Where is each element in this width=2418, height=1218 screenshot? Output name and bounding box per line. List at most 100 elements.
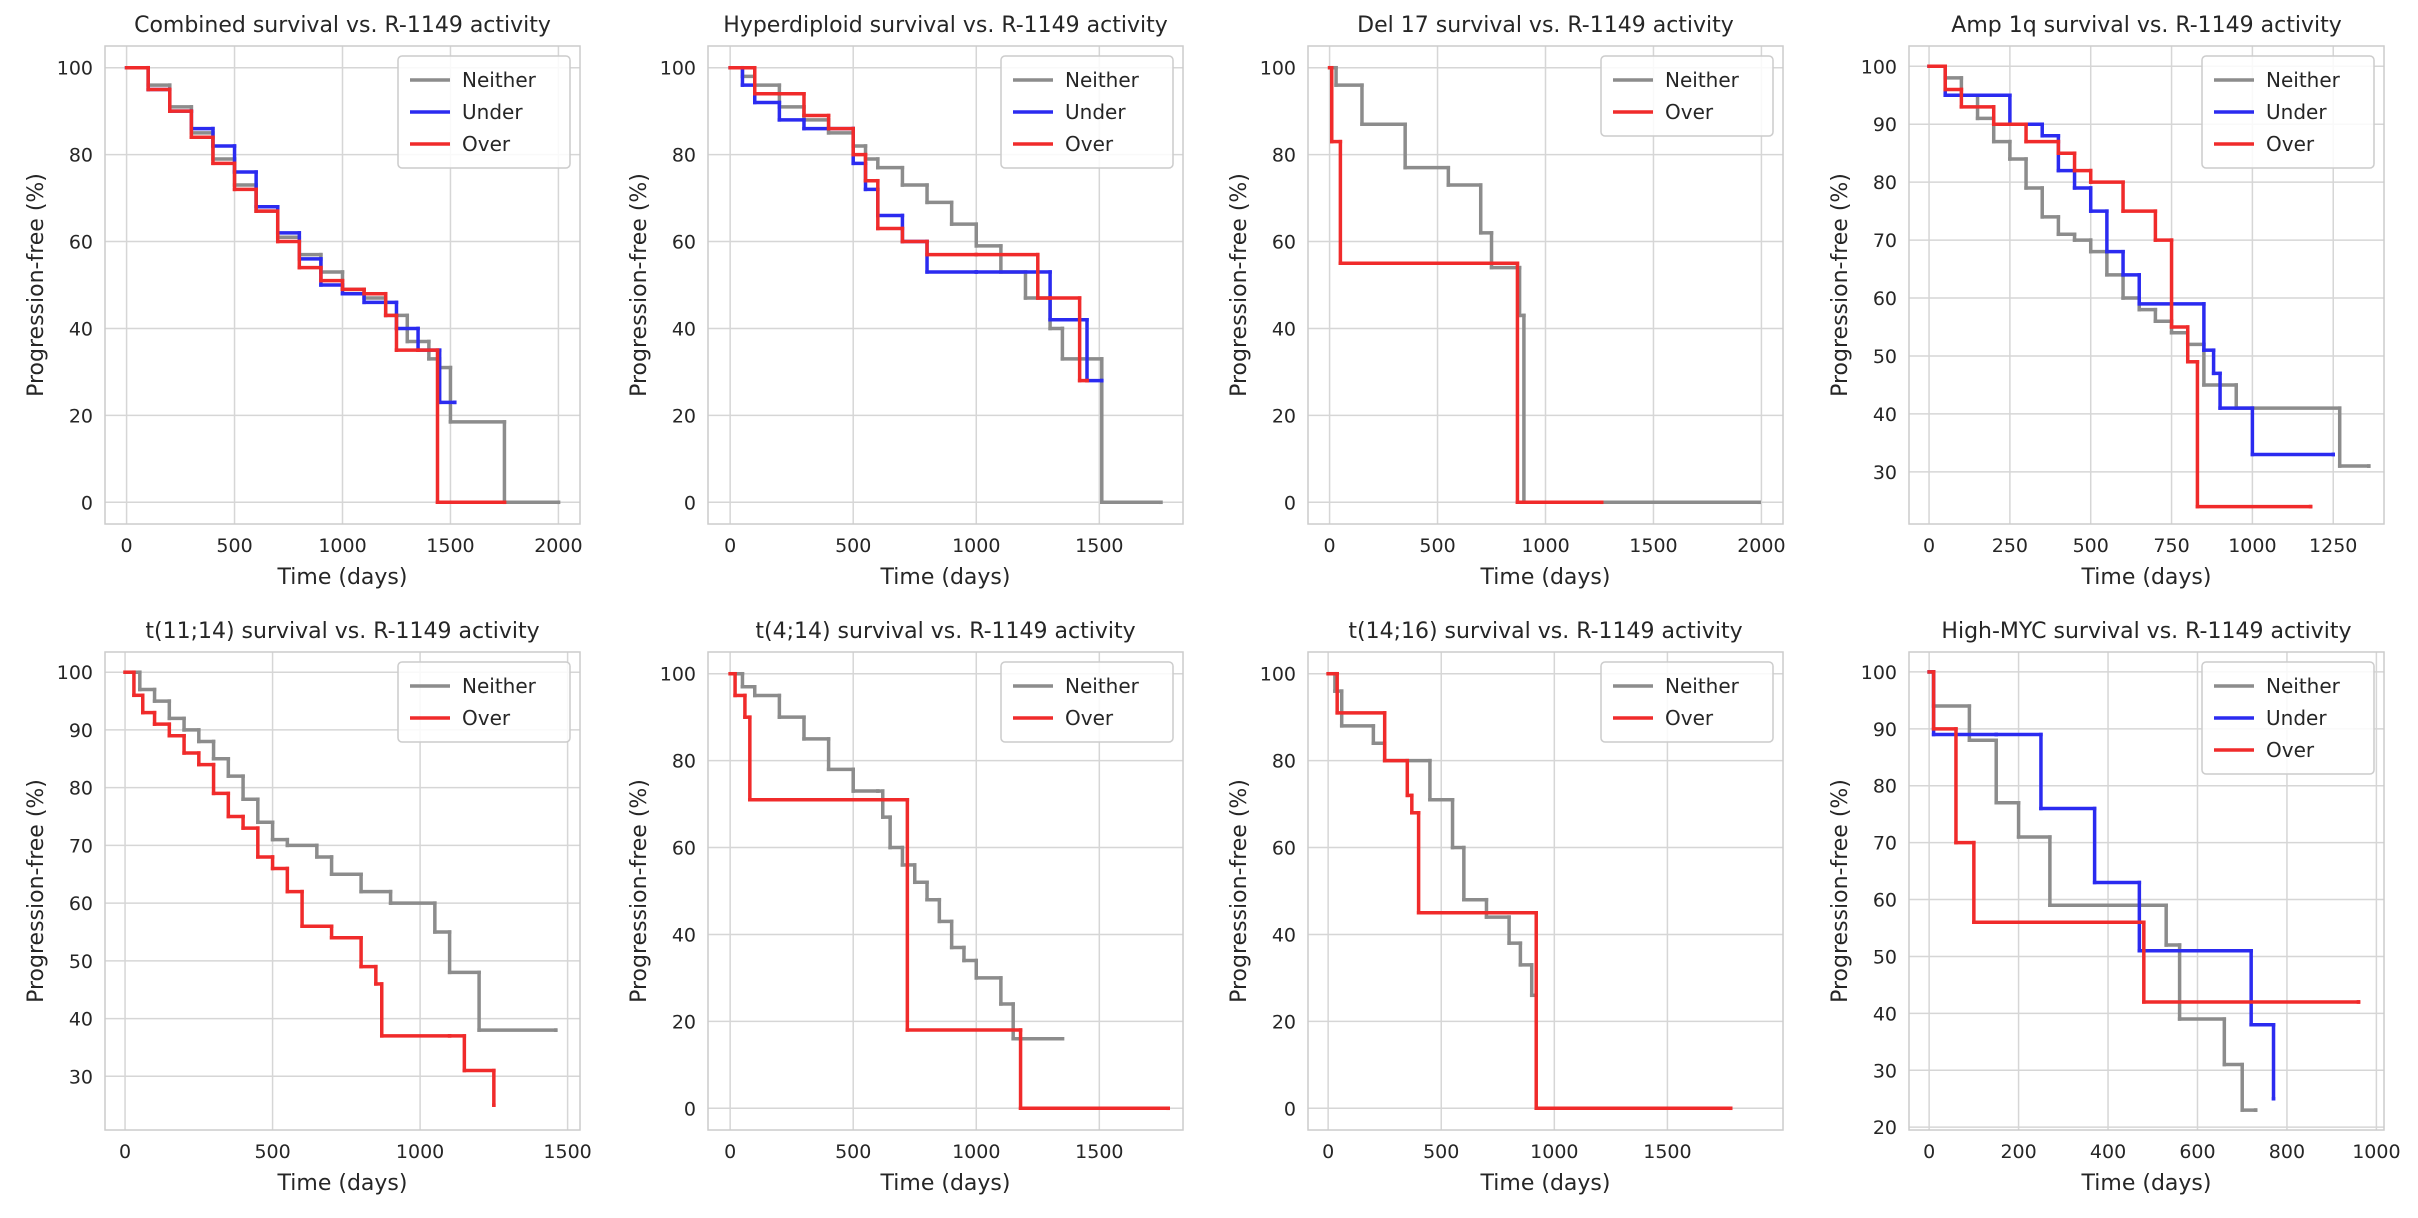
- legend-label: Neither: [462, 674, 537, 698]
- y-tick-label: 60: [69, 893, 93, 915]
- x-tick-label: 1500: [543, 1141, 591, 1163]
- y-tick-label: 60: [1272, 232, 1296, 254]
- y-tick-label: 60: [1873, 288, 1897, 310]
- x-tick-label: 500: [254, 1141, 290, 1163]
- y-tick-label: 40: [1873, 1003, 1897, 1025]
- legend-label: Neither: [1665, 674, 1740, 698]
- y-axis-label: Progression-free (%): [24, 173, 49, 397]
- y-tick-label: 100: [1861, 662, 1897, 684]
- y-tick-label: 100: [1260, 664, 1296, 686]
- y-tick-label: 100: [660, 664, 696, 686]
- chart-title: Hyperdiploid survival vs. R-1149 activit…: [723, 13, 1167, 38]
- panel: 0 500 1000 1500 0 20 40 60 80 100 Hyperdiploid sur…: [627, 13, 1184, 590]
- axes-frame: [1307, 651, 1784, 1131]
- series: [1927, 64, 2313, 509]
- axes-frame: [104, 651, 581, 1131]
- legend-box: [397, 55, 571, 169]
- x-tick-label: 0: [1923, 1141, 1935, 1163]
- legend-box: [1000, 55, 1174, 169]
- axes-frame: [1908, 651, 2385, 1131]
- y-tick-label: 50: [69, 951, 93, 973]
- x-tick-label: 500: [835, 535, 871, 557]
- x-tick-label: 500: [216, 535, 252, 557]
- panel: 0 500 1000 1500 2000 0 20 40 60 80 100 Combined sur…: [24, 13, 583, 590]
- y-tick-label: 20: [1272, 405, 1296, 427]
- axes-frame: [707, 45, 1184, 525]
- chart-title: Amp 1q survival vs. R-1149 activity: [1951, 13, 2341, 38]
- x-tick-label: 800: [2269, 1141, 2305, 1163]
- y-tick-label: 100: [660, 58, 696, 80]
- y-tick-label: 60: [672, 838, 696, 860]
- y-tick-label: 80: [1272, 145, 1296, 167]
- panel: 0 200 400 600 800 1000 20 30 40 50 60 70 80 90 100 High…: [1828, 619, 2401, 1196]
- y-tick-label: 60: [1272, 838, 1296, 860]
- axes-frame: [104, 45, 581, 525]
- x-tick-label: 1500: [1643, 1141, 1691, 1163]
- series: [1927, 670, 2361, 1004]
- y-tick-label: 90: [69, 720, 93, 742]
- x-tick-label: 1000: [952, 1141, 1000, 1163]
- x-tick-label: 500: [2073, 535, 2109, 557]
- y-tick-label: 60: [69, 232, 93, 254]
- x-axis-label: Time (days): [2081, 1171, 2212, 1196]
- x-axis-label: Time (days): [1480, 565, 1611, 590]
- x-tick-label: 1000: [318, 535, 366, 557]
- x-axis-label: Time (days): [880, 1171, 1011, 1196]
- y-axis-label: Progression-free (%): [1227, 173, 1252, 397]
- y-tick-label: 40: [69, 318, 93, 340]
- legend-label: Over: [462, 706, 511, 730]
- legend-label: Over: [1065, 706, 1114, 730]
- y-tick-label: 60: [1873, 890, 1897, 912]
- y-tick-label: 30: [1873, 462, 1897, 484]
- chart-title: t(14;16) survival vs. R-1149 activity: [1348, 619, 1742, 644]
- chart-title: Combined survival vs. R-1149 activity: [134, 13, 551, 38]
- x-tick-label: 1000: [396, 1141, 444, 1163]
- x-axis-label: Time (days): [277, 565, 408, 590]
- y-tick-label: 0: [1284, 1098, 1296, 1120]
- x-tick-label: 0: [1322, 1141, 1334, 1163]
- y-axis-label: Progression-free (%): [627, 779, 652, 1003]
- series: [1927, 64, 2335, 457]
- legend-label: Under: [2266, 100, 2327, 124]
- y-tick-label: 80: [672, 145, 696, 167]
- x-tick-label: 1000: [952, 535, 1000, 557]
- y-tick-label: 20: [1873, 1117, 1897, 1139]
- y-tick-label: 80: [1873, 776, 1897, 798]
- y-tick-label: 70: [1873, 230, 1897, 252]
- legend-label: Neither: [1065, 68, 1140, 92]
- y-tick-label: 80: [1272, 751, 1296, 773]
- y-tick-label: 50: [1873, 946, 1897, 968]
- x-tick-label: 0: [724, 535, 736, 557]
- y-tick-label: 70: [69, 835, 93, 857]
- axes-frame: [1908, 45, 2385, 525]
- x-tick-label: 1500: [426, 535, 474, 557]
- y-tick-label: 30: [1873, 1060, 1897, 1082]
- series: [123, 670, 558, 1032]
- chart-title: t(11;14) survival vs. R-1149 activity: [145, 619, 539, 644]
- legend-label: Neither: [462, 68, 537, 92]
- y-tick-label: 40: [1873, 404, 1897, 426]
- x-tick-label: 1000: [2352, 1141, 2400, 1163]
- y-tick-label: 0: [684, 1098, 696, 1120]
- y-tick-label: 40: [672, 318, 696, 340]
- x-tick-label: 1000: [1530, 1141, 1578, 1163]
- legend-box: [1600, 661, 1774, 743]
- x-tick-label: 200: [2000, 1141, 2036, 1163]
- legend-label: Neither: [1065, 674, 1140, 698]
- series: [728, 65, 1089, 383]
- legend-label: Neither: [2266, 68, 2341, 92]
- x-axis-label: Time (days): [1480, 1171, 1611, 1196]
- axes-frame: [1307, 45, 1784, 525]
- chart-title: High-MYC survival vs. R-1149 activity: [1941, 619, 2351, 644]
- y-tick-label: 0: [1284, 492, 1296, 514]
- x-tick-label: 600: [2179, 1141, 2215, 1163]
- legend-label: Under: [1065, 100, 1126, 124]
- legend-label: Over: [1065, 132, 1114, 156]
- x-tick-label: 1500: [1075, 535, 1123, 557]
- y-axis-label: Progression-free (%): [627, 173, 652, 397]
- x-axis-label: Time (days): [880, 565, 1011, 590]
- panel: 0 250 500 750 1000 1250 30 40 50 60 70 80 90 100 Amp 1…: [1828, 13, 2385, 590]
- series: [1326, 671, 1538, 998]
- y-axis-label: Progression-free (%): [24, 779, 49, 1003]
- x-tick-label: 500: [1423, 1141, 1459, 1163]
